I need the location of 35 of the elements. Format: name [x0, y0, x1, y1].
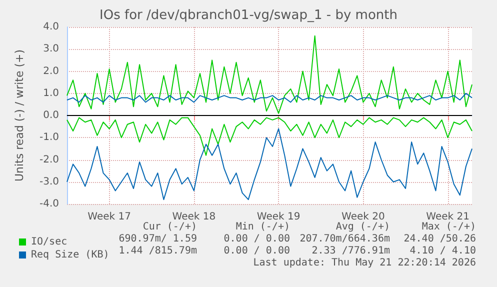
text: Last update: Thu May 21 22:20:14 2026 [253, 258, 476, 268]
text: 0.00 / 0.00 [224, 246, 290, 256]
text: 24.40 /50.26 [404, 234, 476, 244]
y-tick-label: 2.0 [43, 66, 59, 77]
line-series [66, 117, 472, 156]
y-tick-label: 0.0 [43, 110, 59, 121]
y-tick-label: -4.0 [39, 198, 59, 210]
text: 1.44 /815.79m [118, 246, 197, 256]
x-tick-label: Week 18 [172, 212, 216, 222]
text: 207.70m/664.36m [300, 234, 390, 244]
y-tick-label: -2.0 [39, 154, 59, 166]
text: Cur (-/+) [142, 222, 197, 232]
y-tick-label: -1.0 [39, 132, 59, 144]
line-series [66, 92, 472, 103]
legend-label: Req Size (KB) [31, 250, 110, 260]
y-tick-label: 4.0 [43, 22, 59, 32]
line-series [66, 35, 472, 114]
text: Min (-/+) [236, 222, 290, 232]
x-tick-label: Week 21 [426, 212, 470, 222]
legend-label: IO/sec [31, 236, 68, 248]
y-tick-label: -3.0 [39, 176, 59, 188]
x-tick-label: Week 20 [342, 212, 385, 222]
text: Avg (-/+) [336, 222, 390, 232]
y-axis-title: Units read (-) / write (+) [13, 49, 26, 182]
y-tick-label: 1.0 [43, 88, 59, 99]
x-tick-label: Week 17 [88, 212, 131, 222]
text: 4.10 / 4.10 [410, 246, 476, 256]
chart-title: IOs for /dev/qbranch01-vg/swap_1 - by month [100, 8, 398, 23]
line-series [66, 128, 472, 200]
text: 0.00 / 0.00 [224, 234, 290, 244]
text: 2.33 /776.91m [312, 246, 390, 256]
text: 690.97m/ 1.59 [118, 234, 197, 244]
y-tick-label: 3.0 [43, 44, 59, 55]
x-tick-label: Week 19 [256, 212, 300, 222]
text: Max (-/+) [422, 222, 476, 232]
